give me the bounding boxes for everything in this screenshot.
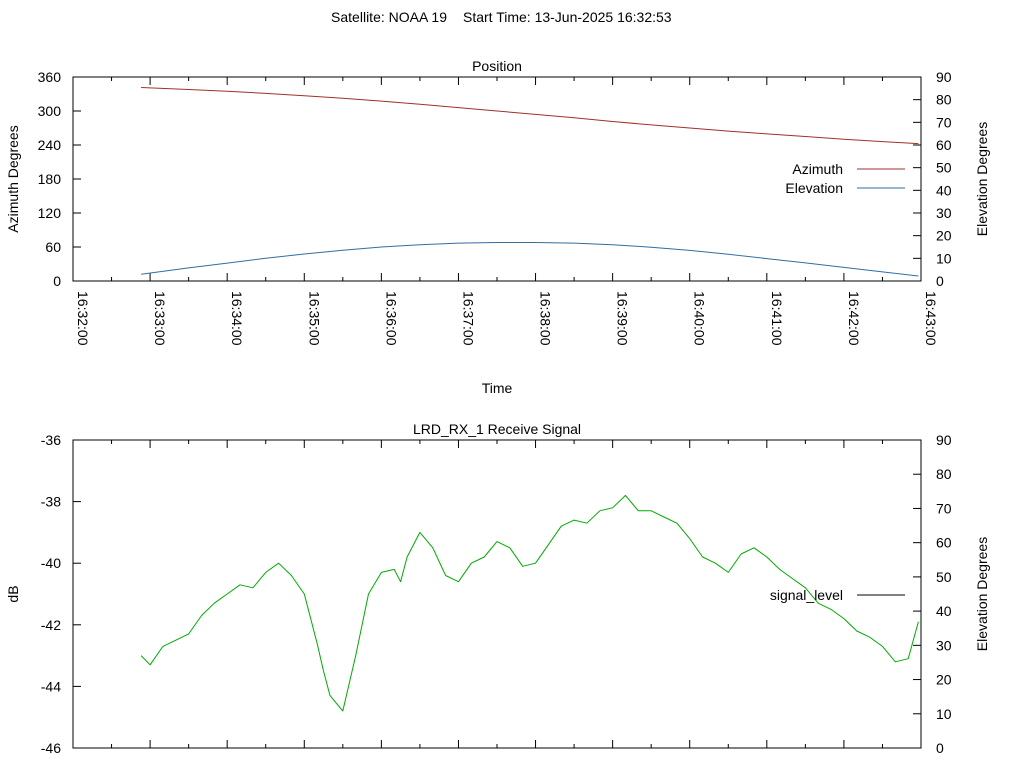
p2-y2-tick-label: 90 xyxy=(936,432,952,448)
p2-y2-tick-label: 40 xyxy=(936,603,952,619)
p2-y2-tick-label: 70 xyxy=(936,500,952,516)
p1-y-tick-label: 360 xyxy=(38,69,62,85)
signal-y-axis-label: dB xyxy=(5,585,21,602)
p1-x-tick-label: 16:40:00 xyxy=(692,291,708,346)
p2-y2-tick-label: 10 xyxy=(936,706,952,722)
p1-x-tick-label: 16:33:00 xyxy=(152,291,168,346)
p2-y2-tick-label: 30 xyxy=(936,637,952,653)
p1-x-tick-label: 16:41:00 xyxy=(769,291,785,346)
position-y2-axis-label: Elevation Degrees xyxy=(974,122,990,236)
signal-y2-axis-label: Elevation Degrees xyxy=(974,537,990,651)
p2-y2-tick-label: 60 xyxy=(936,535,952,551)
p1-y2-tick-label: 0 xyxy=(936,273,944,289)
p1-y2-tick-label: 10 xyxy=(936,250,952,266)
position-legend: Azimuth Elevation xyxy=(785,161,905,196)
p2-y-tick-label: -46 xyxy=(41,740,61,756)
p1-y-tick-label: 60 xyxy=(45,239,61,255)
series-line-signal-level xyxy=(140,494,919,712)
p1-y2-tick-label: 30 xyxy=(936,205,952,221)
signal-y2-ticks: 0 10 20 30 40 50 60 70 80 90 xyxy=(913,432,952,756)
p1-y2-tick-label: 40 xyxy=(936,182,952,198)
p1-y-tick-label: 180 xyxy=(38,171,62,187)
p2-y2-tick-label: 20 xyxy=(936,672,952,688)
p1-y-tick-label: 120 xyxy=(38,205,62,221)
p2-y-tick-label: -44 xyxy=(41,678,61,694)
figure-satellite-label: Satellite: NOAA 19 xyxy=(331,9,447,25)
signal-legend: signal_level xyxy=(770,587,905,603)
p1-x-tick-label: 16:32:00 xyxy=(75,291,91,346)
signal-series xyxy=(140,494,919,712)
p1-y2-tick-label: 90 xyxy=(936,69,952,85)
p1-x-tick-label: 16:35:00 xyxy=(306,291,322,346)
p2-y-tick-label: -38 xyxy=(41,494,61,510)
p1-y-tick-label: 300 xyxy=(38,103,62,119)
p2-y2-tick-label: 80 xyxy=(936,466,952,482)
p1-y-tick-label: 240 xyxy=(38,137,62,153)
series-line-azimuth xyxy=(141,87,919,145)
p2-y-tick-label: -42 xyxy=(41,617,61,633)
p1-y2-tick-label: 80 xyxy=(936,92,952,108)
position-title: Position xyxy=(472,58,522,74)
p1-y2-tick-label: 60 xyxy=(936,137,952,153)
p1-y-tick-label: 0 xyxy=(53,273,61,289)
p1-y2-tick-label: 70 xyxy=(936,114,952,130)
position-y-axis-label: Azimuth Degrees xyxy=(5,125,21,232)
p1-x-tick-label: 16:43:00 xyxy=(923,291,939,346)
position-plot-frame xyxy=(72,76,922,282)
position-y2-ticks: 0 10 20 30 40 50 60 70 80 90 xyxy=(913,69,952,289)
legend-label-signal-level: signal_level xyxy=(770,587,843,603)
p1-x-tick-label: 16:39:00 xyxy=(615,291,631,346)
signal-panel: LRD_RX_1 Receive Signal -46-44-42-40-38-… xyxy=(5,421,990,756)
p1-x-tick-label: 16:36:00 xyxy=(383,291,399,346)
figure-start-time-label: Start Time: 13-Jun-2025 16:32:53 xyxy=(463,9,672,25)
p2-y2-tick-label: 0 xyxy=(936,740,944,756)
p1-y2-tick-label: 50 xyxy=(936,160,952,176)
position-x-axis-label: Time xyxy=(482,380,513,396)
p2-y-tick-label: -40 xyxy=(41,555,61,571)
signal-title: LRD_RX_1 Receive Signal xyxy=(413,421,581,437)
position-panel: Position 16:32:00 16:33:00 16:34:00 16:35:0… xyxy=(5,58,990,396)
p1-x-tick-label: 16:34:00 xyxy=(229,291,245,346)
series-line-elevation xyxy=(141,242,919,277)
position-y-ticks: 0 60 120 180 240 300 360 xyxy=(38,69,81,289)
position-x-ticks: 16:32:00 16:33:00 16:34:00 16:35:00 16:36:00… xyxy=(72,77,939,346)
p2-y2-tick-label: 50 xyxy=(936,569,952,585)
p1-x-tick-label: 16:38:00 xyxy=(538,291,554,346)
p1-x-tick-label: 16:37:00 xyxy=(460,291,476,346)
p1-x-tick-label: 16:42:00 xyxy=(846,291,862,346)
signal-y-ticks: -46 -44 -42 -40 -38 -36 xyxy=(41,432,81,756)
legend-label-elevation: Elevation xyxy=(785,180,843,196)
p2-y-tick-label: -36 xyxy=(41,432,61,448)
position-series xyxy=(141,87,919,277)
p1-y2-tick-label: 20 xyxy=(936,228,952,244)
signal-x-ticks xyxy=(72,440,922,748)
legend-label-azimuth: Azimuth xyxy=(792,161,843,177)
